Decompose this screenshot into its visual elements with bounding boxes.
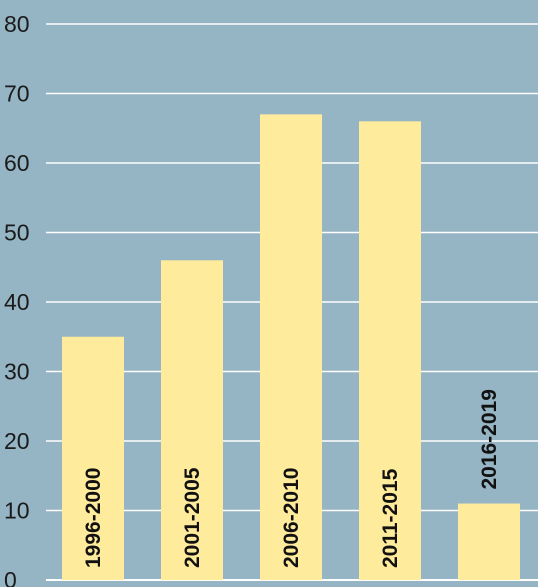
y-tick-label: 30 <box>4 359 30 385</box>
category-labels: 1996-2000 2001-2005 2006-2010 2011-2015 2016… <box>82 389 501 568</box>
y-tick-label: 20 <box>4 428 30 454</box>
bar-2006-2010 <box>260 114 322 580</box>
y-tick-label: 40 <box>4 289 30 315</box>
bar-2001-2005 <box>161 260 223 580</box>
y-tick-label: 10 <box>4 498 30 524</box>
category-label: 1996-2000 <box>82 468 105 568</box>
bars <box>62 114 520 581</box>
y-tick-label: 70 <box>4 81 30 107</box>
y-tick-label: 60 <box>4 150 30 176</box>
category-label: 2001-2005 <box>181 467 204 568</box>
category-label: 2006-2010 <box>280 468 303 568</box>
bar-2016-2019 <box>458 503 520 580</box>
y-axis-tick-labels: 0 10 20 30 40 50 60 70 80 <box>4 11 30 587</box>
category-label: 2016-2019 <box>478 389 501 489</box>
y-tick-label: 80 <box>4 11 30 37</box>
category-label: 2011-2015 <box>379 468 402 568</box>
bar-2011-2015 <box>359 121 421 581</box>
y-tick-label: 50 <box>4 220 30 246</box>
bar-1996-2000 <box>62 336 124 580</box>
y-tick-label: 0 <box>4 567 17 587</box>
